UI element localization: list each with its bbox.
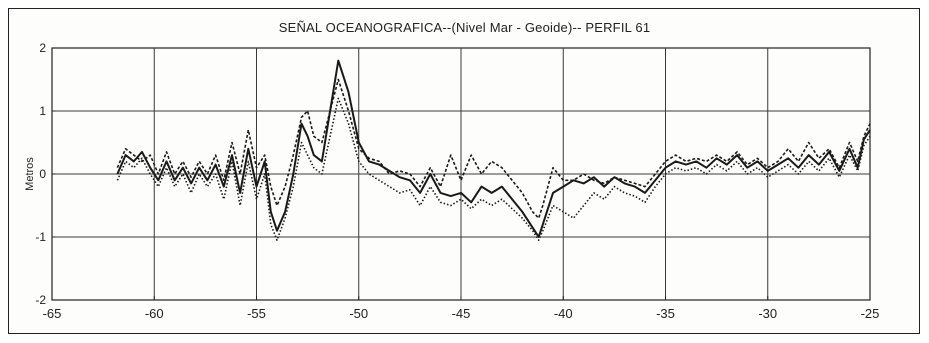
x-tick-label: -25: [861, 306, 880, 321]
series-line-1: [116, 59, 871, 238]
y-tick-label: -1: [35, 230, 46, 244]
series-line-3: [116, 97, 871, 241]
x-tick-label: -55: [247, 306, 266, 321]
x-tick-label: -45: [452, 306, 471, 321]
y-tick-label: -2: [35, 293, 46, 307]
x-tick-label: -30: [758, 306, 777, 321]
x-tick-label: -50: [349, 306, 368, 321]
x-tick-label: -60: [145, 306, 164, 321]
x-tick-label: -65: [43, 306, 62, 321]
y-axis-label: Metros: [24, 157, 36, 191]
series-line-2: [116, 78, 871, 219]
chart-title: SEÑAL OCEANOGRAFICA--(Nivel Mar - Geoide…: [278, 20, 651, 35]
y-tick-label: 2: [39, 41, 46, 55]
x-tick-label: -40: [554, 306, 573, 321]
x-tick-label: -35: [656, 306, 675, 321]
y-tick-label: 1: [39, 104, 46, 118]
y-tick-label: 0: [39, 167, 46, 181]
